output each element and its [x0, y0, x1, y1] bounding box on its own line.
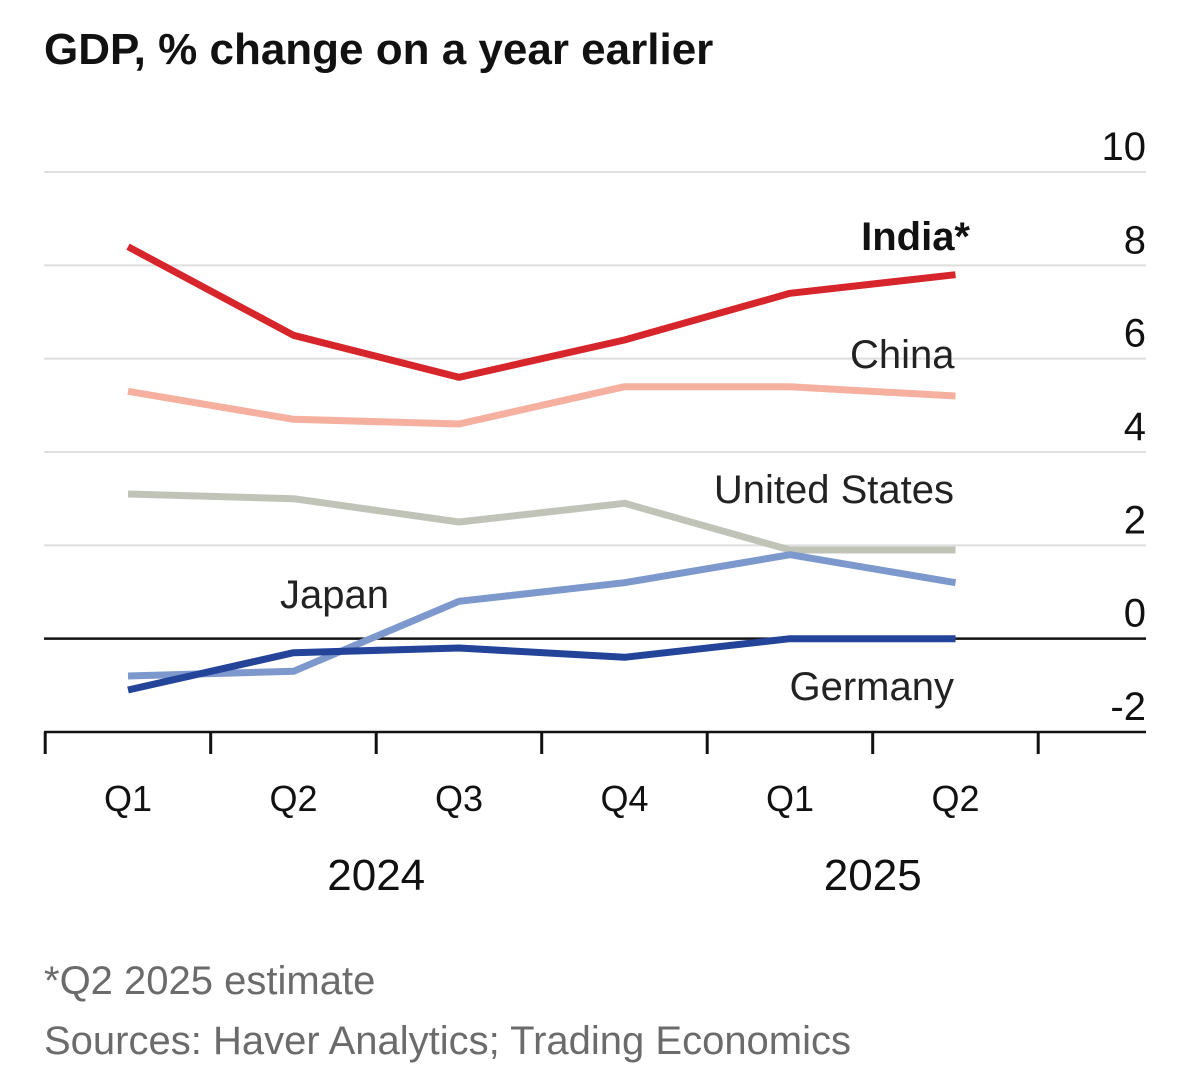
y-tick-label: 2 — [1124, 498, 1146, 542]
y-tick-label: 10 — [1102, 125, 1147, 169]
series-line-india — [126, 243, 956, 381]
series-label-germany: Germany — [790, 665, 955, 709]
x-tick-label: Q1 — [104, 778, 152, 819]
x-tick-label: Q2 — [931, 778, 979, 819]
gridlines — [44, 171, 1146, 640]
year-label: 2025 — [824, 851, 922, 900]
year-label: 2024 — [327, 851, 425, 900]
x-tick-label: Q2 — [269, 778, 317, 819]
y-tick-label: 0 — [1124, 592, 1146, 636]
series-label-united-states: United States — [714, 468, 954, 512]
y-tick-label: -2 — [1110, 685, 1146, 729]
series-lines — [126, 243, 957, 694]
footnote: *Q2 2025 estimate — [44, 959, 375, 1003]
chart-title: GDP, % change on a year earlier — [44, 25, 713, 74]
series-line-united-states — [127, 490, 956, 554]
y-tick-label: 8 — [1124, 218, 1146, 262]
x-tick-label: Q4 — [600, 778, 648, 819]
series-label-india: India* — [861, 215, 970, 259]
y-tick-label: 6 — [1124, 312, 1146, 356]
x-tick-label: Q3 — [435, 778, 483, 819]
x-tick-label: Q1 — [766, 778, 814, 819]
series-label-china: China — [850, 333, 955, 377]
y-axis-ticks: 10 8 6 4 2 0 -2 — [1102, 125, 1147, 729]
y-tick-label: 4 — [1124, 405, 1146, 449]
series-label-japan: Japan — [280, 573, 389, 617]
source-note: Sources: Haver Analytics; Trading Econom… — [44, 1019, 851, 1063]
series-line-japan — [127, 551, 957, 680]
series-line-china — [127, 383, 956, 428]
series-line-germany — [127, 635, 956, 694]
